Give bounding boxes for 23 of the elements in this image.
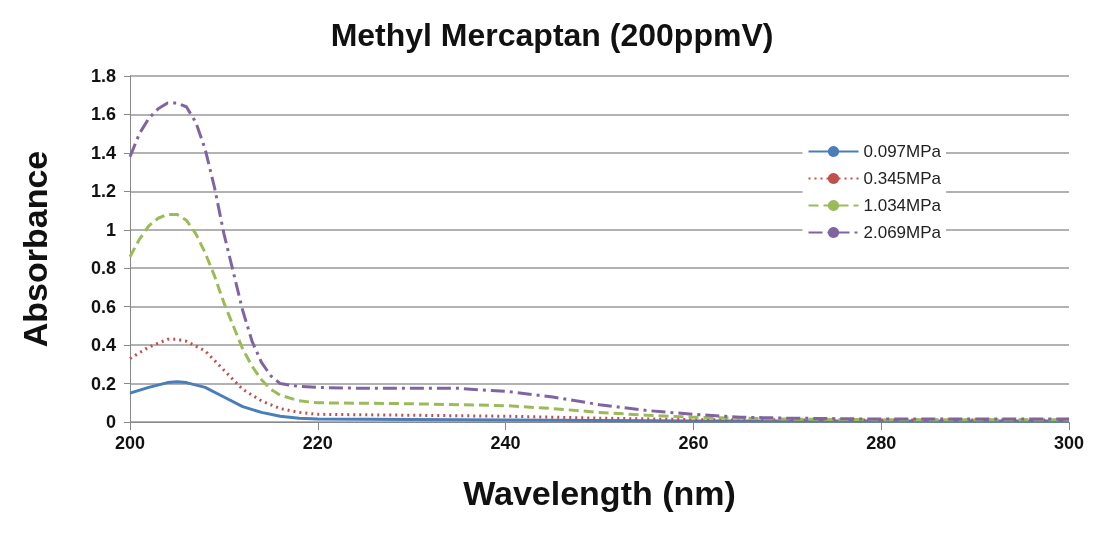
x-tick-label: 200	[114, 433, 146, 453]
x-tick-label: 300	[1053, 433, 1085, 453]
y-tick-label: 1.8	[90, 66, 116, 86]
y-tick-label: 0.2	[90, 373, 116, 394]
legend-label: 0.097MPa	[863, 142, 942, 161]
y-tick-label: 0.6	[90, 296, 116, 317]
y-axis-title: Absorbance	[16, 150, 54, 348]
y-tick-label: 0.4	[90, 335, 116, 356]
x-tick-label: 280	[866, 433, 897, 453]
legend-label: 0.345MPa	[863, 169, 942, 188]
y-tick-label: 0.8	[90, 258, 116, 279]
y-tick-label: 0	[105, 412, 116, 432]
x-tick-label: 240	[490, 433, 521, 453]
x-tick-label: 220	[302, 433, 333, 453]
y-tick-label: 1.6	[90, 104, 116, 125]
y-tick-label: 1	[105, 219, 116, 240]
chart-title: Methyl Mercaptan (200ppmV)	[330, 17, 774, 53]
y-tick-label: 1.4	[90, 142, 116, 163]
legend-label: 1.034MPa	[863, 196, 942, 215]
legend-label: 2.069MPa	[863, 223, 942, 242]
x-tick-label: 260	[678, 433, 709, 453]
y-tick-label: 1.2	[90, 181, 116, 202]
x-axis-title: Wavelength (nm)	[463, 474, 736, 512]
